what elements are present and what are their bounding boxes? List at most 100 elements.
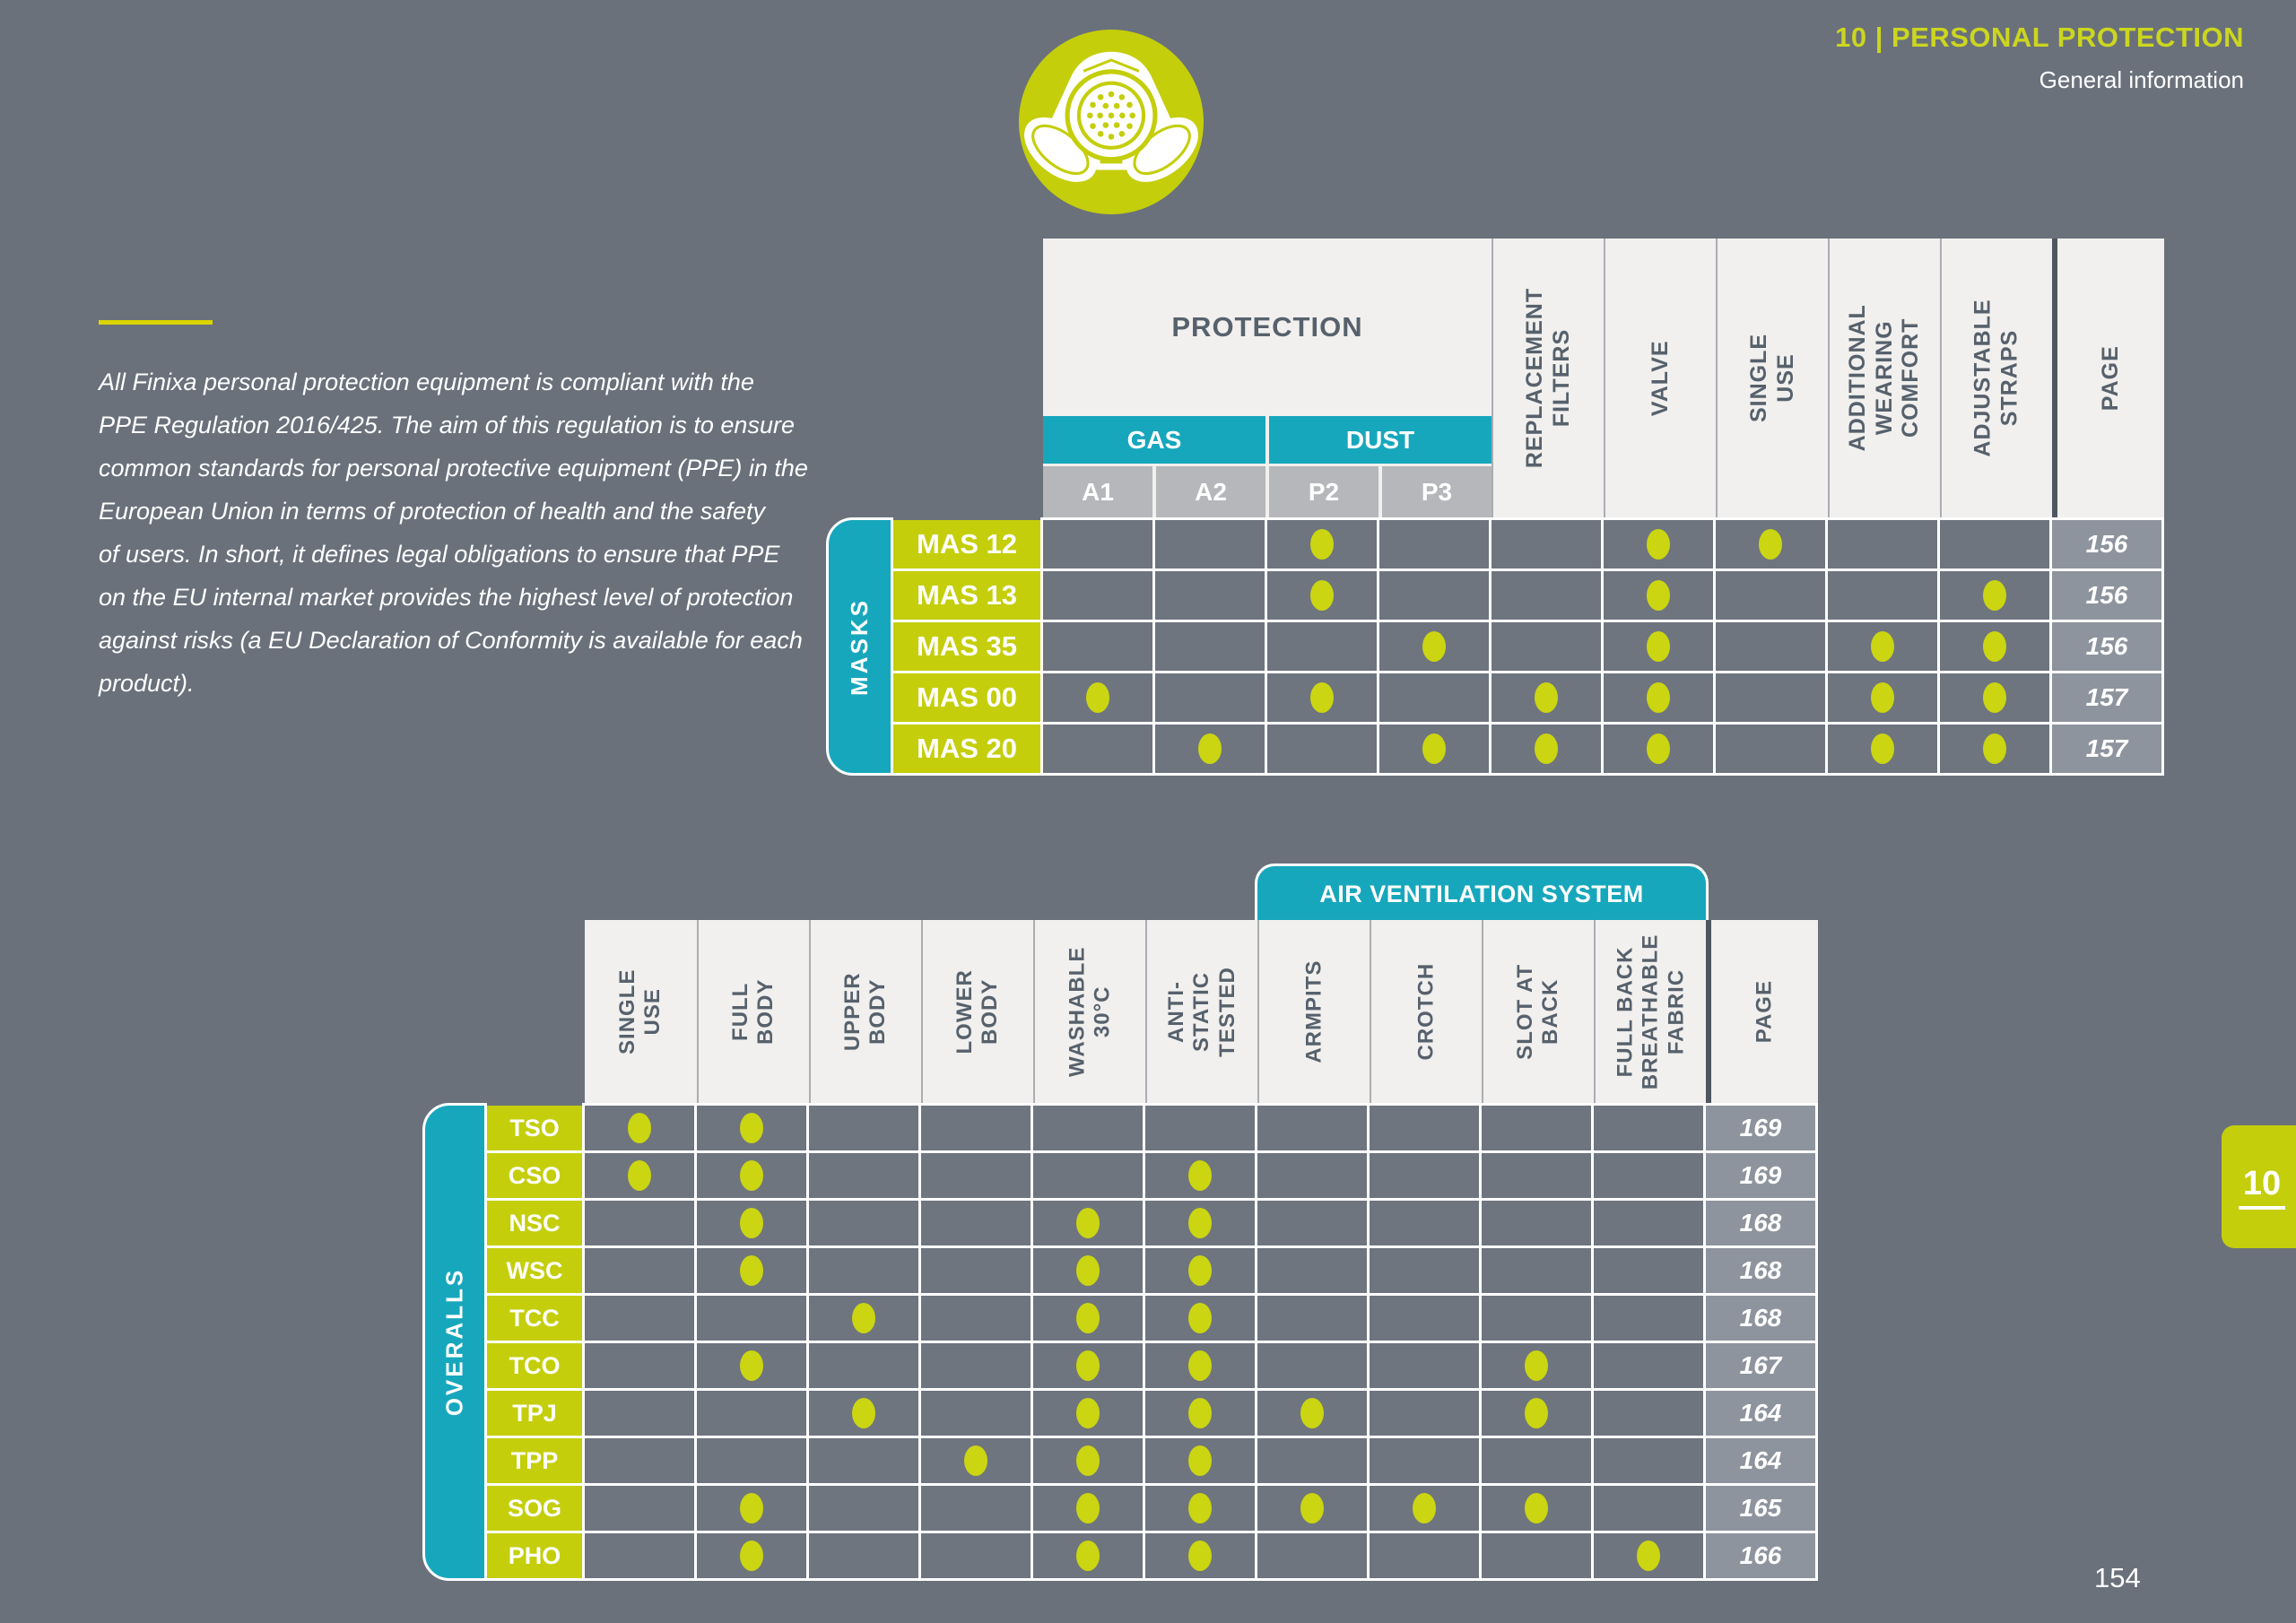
feature-dot: [1759, 529, 1782, 560]
feature-cell: [1492, 622, 1601, 671]
feature-cell: [1257, 1438, 1367, 1483]
feature-dot: [1076, 1398, 1100, 1428]
feature-cell: [1155, 571, 1265, 620]
feature-cell: [921, 1486, 1031, 1531]
feature-cell: [921, 1248, 1031, 1293]
feature-dot: [1198, 733, 1222, 764]
col-header-p3: P3: [1382, 466, 1492, 517]
feature-cell: [585, 1296, 694, 1341]
page-cell: 164: [1706, 1391, 1815, 1436]
feature-dot: [1076, 1493, 1100, 1523]
feature-cell: [1482, 1533, 1591, 1578]
feature-cell: [1370, 1296, 1479, 1341]
feature-cell: [1482, 1153, 1591, 1198]
feature-dot: [1076, 1303, 1100, 1333]
col-header-p2: P2: [1269, 466, 1378, 517]
page-cell: 168: [1706, 1296, 1815, 1341]
feature-cell: [1145, 1201, 1255, 1245]
gas-header: GAS: [1043, 416, 1265, 464]
feature-dot: [1086, 682, 1109, 713]
feature-cell: [1604, 725, 1713, 773]
feature-cell: [1594, 1533, 1703, 1578]
col-header-valve: VALVE: [1604, 239, 1716, 517]
feature-cell: [697, 1248, 806, 1293]
feature-cell: [921, 1153, 1031, 1198]
feature-dot: [1076, 1541, 1100, 1571]
feature-cell: [1379, 520, 1489, 568]
feature-dot: [1188, 1445, 1212, 1476]
feature-dot: [1188, 1493, 1212, 1523]
feature-dot: [852, 1303, 875, 1333]
feature-cell: [1940, 520, 2049, 568]
feature-dot: [740, 1541, 763, 1571]
feature-cell: [585, 1438, 694, 1483]
feature-cell: [1492, 673, 1601, 722]
feature-dot: [1422, 631, 1446, 662]
feature-dot: [1647, 733, 1670, 764]
feature-cell: [697, 1296, 806, 1341]
col-header-single-use: SINGLE USE: [1716, 239, 1828, 517]
page-cell: 165: [1706, 1486, 1815, 1531]
row-label: TPJ: [487, 1391, 582, 1436]
col-header-anti-static-tested: ANTI-STATIC TESTED: [1145, 920, 1257, 1103]
feature-cell: [1033, 1438, 1143, 1483]
feature-dot: [1076, 1350, 1100, 1381]
feature-dot: [1525, 1493, 1548, 1523]
feature-cell: [1828, 725, 1937, 773]
feature-cell: [809, 1248, 918, 1293]
overalls-group-tab: OVERALLS: [422, 1103, 487, 1581]
col-header-full-back-breathable-fabric: FULL BACK BREATHABLE FABRIC: [1594, 920, 1706, 1103]
feature-dot: [1871, 733, 1894, 764]
row-label: MAS 35: [893, 622, 1040, 671]
page-cell: 169: [1706, 1106, 1815, 1150]
feature-cell: [1940, 571, 2049, 620]
feature-cell: [1257, 1391, 1367, 1436]
page-cell: 156: [2052, 520, 2161, 568]
feature-cell: [697, 1106, 806, 1150]
feature-cell: [697, 1533, 806, 1578]
feature-dot: [1422, 733, 1446, 764]
chapter-tab[interactable]: 10: [2222, 1125, 2296, 1248]
feature-dot: [740, 1160, 763, 1191]
feature-cell: [1145, 1153, 1255, 1198]
feature-cell: [1604, 571, 1713, 620]
feature-cell: [1257, 1486, 1367, 1531]
feature-cell: [1155, 520, 1265, 568]
feature-cell: [1379, 571, 1489, 620]
feature-dot: [1188, 1255, 1212, 1286]
feature-cell: [1379, 673, 1489, 722]
overalls-group-label: OVERALLS: [440, 1267, 468, 1417]
feature-cell: [1594, 1201, 1703, 1245]
feature-cell: [1940, 673, 2049, 722]
row-label: CSO: [487, 1153, 582, 1198]
feature-cell: [1043, 725, 1152, 773]
feature-cell: [1370, 1343, 1479, 1388]
feature-cell: [1257, 1533, 1367, 1578]
feature-cell: [1604, 520, 1713, 568]
feature-dot: [740, 1493, 763, 1523]
feature-cell: [1940, 725, 2049, 773]
feature-cell: [1043, 622, 1152, 671]
feature-cell: [1828, 673, 1937, 722]
feature-cell: [1370, 1248, 1479, 1293]
feature-cell: [1482, 1391, 1591, 1436]
row-label: SOG: [487, 1486, 582, 1531]
feature-cell: [1145, 1106, 1255, 1150]
feature-cell: [1267, 571, 1377, 620]
row-label: MAS 00: [893, 673, 1040, 722]
feature-cell: [1370, 1106, 1479, 1150]
feature-cell: [1594, 1296, 1703, 1341]
feature-cell: [1257, 1343, 1367, 1388]
feature-cell: [1043, 571, 1152, 620]
page-cell: 156: [2052, 571, 2161, 620]
feature-dot: [1983, 631, 2006, 662]
protection-header: PROTECTION: [1171, 311, 1363, 343]
feature-cell: [1716, 520, 1825, 568]
feature-cell: [1370, 1486, 1479, 1531]
feature-cell: [1828, 622, 1937, 671]
feature-cell: [1155, 725, 1265, 773]
feature-dot: [1871, 682, 1894, 713]
row-label: TPP: [487, 1438, 582, 1483]
feature-cell: [1257, 1248, 1367, 1293]
feature-dot: [1300, 1398, 1324, 1428]
